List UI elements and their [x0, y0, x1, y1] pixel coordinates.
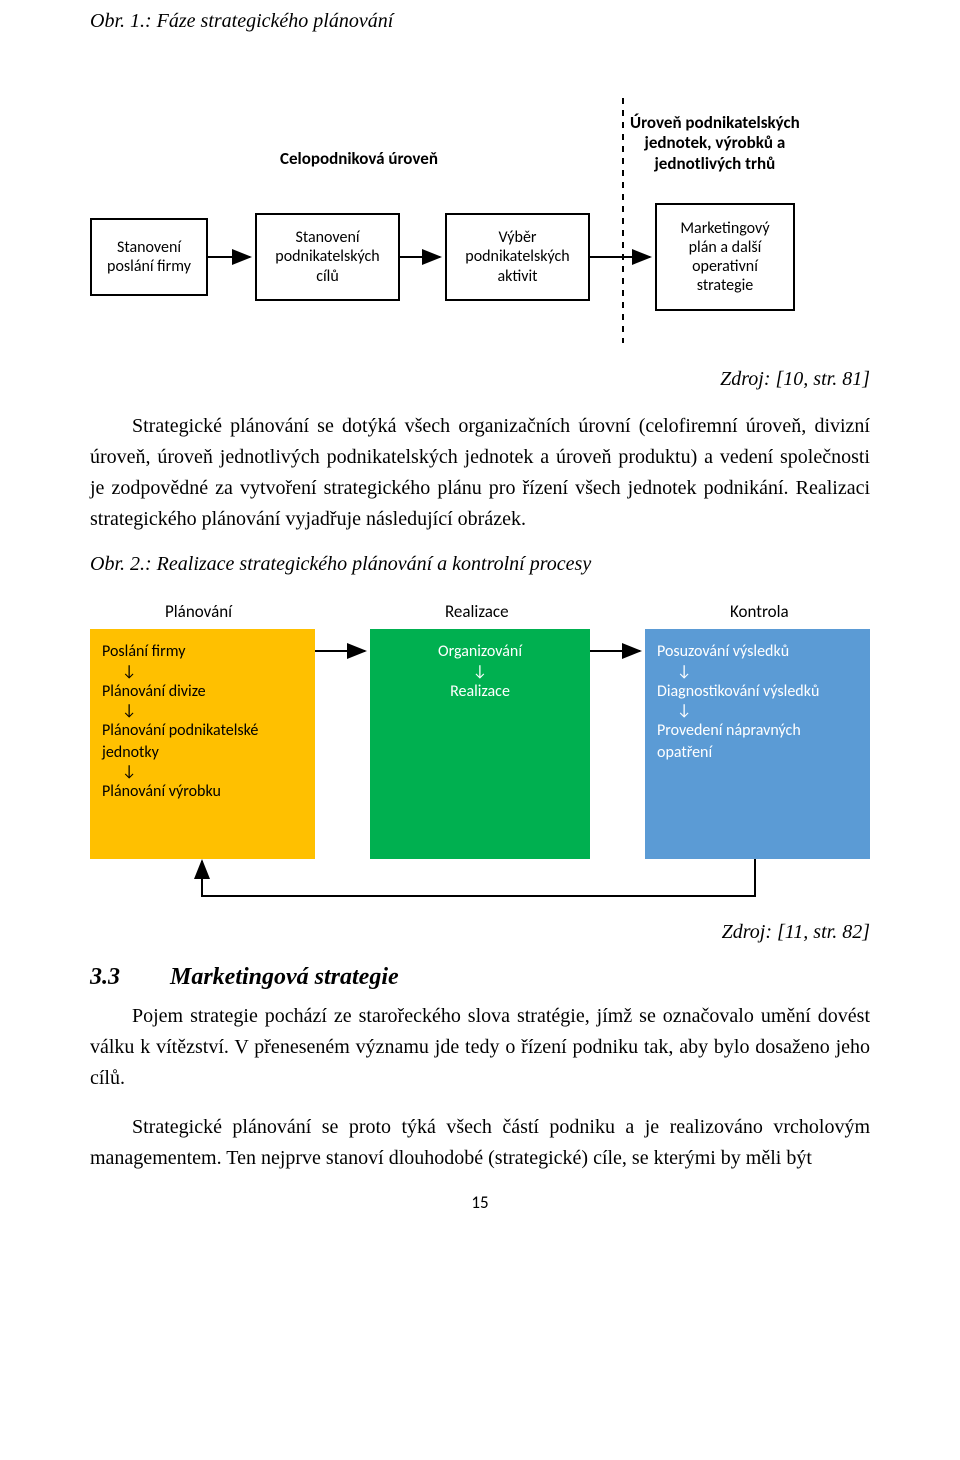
section-title: Marketingová strategie: [170, 964, 399, 990]
figure1-header-left: Celopodniková úroveň: [280, 148, 438, 169]
section-heading: 3.3Marketingová strategie: [90, 964, 870, 991]
figure2-col0-item-0: Poslání firmy: [102, 641, 303, 663]
figure1-box-0: Stanoveníposlání firmy: [90, 218, 208, 296]
figure2-col1-item-0: Organizování: [382, 641, 578, 663]
down-arrow-icon: ↓: [657, 664, 858, 680]
paragraph-3: Strategické plánování se proto týká všec…: [90, 1112, 870, 1174]
figure2-col2-header: Kontrola: [730, 601, 789, 622]
figure2-col1-box: Organizování↓Realizace: [370, 629, 590, 859]
down-arrow-icon: ↓: [382, 664, 578, 680]
down-arrow-icon: ↓: [657, 703, 858, 719]
down-arrow-icon: ↓: [102, 664, 303, 680]
figure1-box-1: Stanovenípodnikatelskýchcílů: [255, 213, 400, 301]
down-arrow-icon: ↓: [102, 703, 303, 719]
figure2-col2-box: Posuzování výsledků↓Diagnostikování výsl…: [645, 629, 870, 859]
down-arrow-icon: ↓: [102, 764, 303, 780]
figure1-diagram: Celopodniková úroveň Úroveň podnikatelsk…: [90, 58, 870, 358]
figure2-col0-header: Plánování: [165, 601, 232, 622]
figure1-source: Zdroj: [10, str. 81]: [90, 368, 870, 391]
page-number: 15: [90, 1192, 870, 1213]
figure2-col2-item-0: Posuzování výsledků: [657, 641, 858, 663]
paragraph-1: Strategické plánování se dotýká všech or…: [90, 411, 870, 535]
figure2-col1-item-1: Realizace: [382, 681, 578, 703]
figure1-header-right: Úroveň podnikatelskýchjednotek, výrobků …: [630, 113, 800, 174]
figure2-caption: Obr. 2.: Realizace strategického plánová…: [90, 553, 870, 576]
figure1-box-2: Výběrpodnikatelskýchaktivit: [445, 213, 590, 301]
figure2-col2-item-1: Diagnostikování výsledků: [657, 681, 858, 703]
paragraph-2: Pojem strategie pochází ze starořeckého …: [90, 1001, 870, 1094]
figure1-box-3: Marketingovýplán a dalšíoperativnístrate…: [655, 203, 795, 311]
figure1-caption: Obr. 1.: Fáze strategického plánování: [90, 10, 870, 33]
figure2-col0-box: Poslání firmy↓Plánování divize↓Plánování…: [90, 629, 315, 859]
figure2-col0-item-1: Plánování divize: [102, 681, 303, 703]
figure2-col1-header: Realizace: [445, 601, 509, 622]
figure2-col0-item-3: Plánování výrobku: [102, 781, 303, 803]
figure2-source: Zdroj: [11, str. 82]: [90, 921, 870, 944]
figure2-col0-item-2: Plánování podnikatelské jednotky: [102, 720, 303, 763]
section-number: 3.3: [90, 964, 170, 991]
figure2-col2-item-2: Provedení nápravných opatření: [657, 720, 858, 763]
figure2-diagram: PlánováníPoslání firmy↓Plánování divize↓…: [90, 601, 870, 911]
